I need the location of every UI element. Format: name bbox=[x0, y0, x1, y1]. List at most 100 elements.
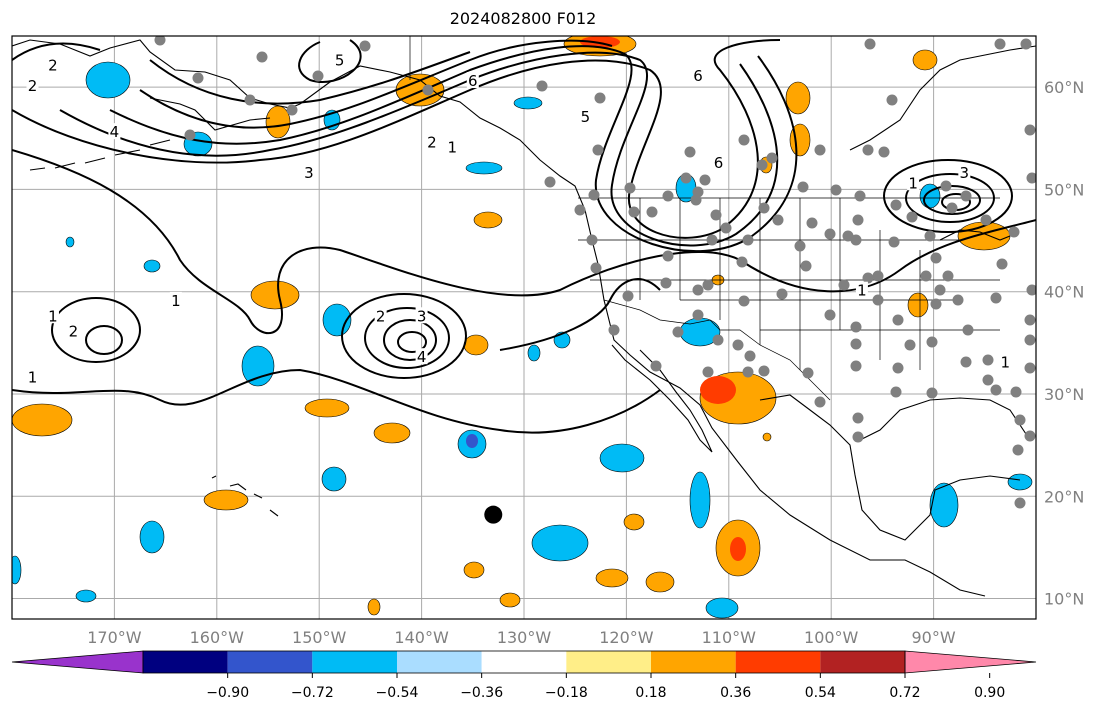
station-dot bbox=[872, 270, 884, 282]
longitude-label: 130°W bbox=[497, 628, 552, 647]
latitude-labels: 10°N 20°N 30°N 40°N 50°N 60°N bbox=[1044, 78, 1084, 608]
station-dot bbox=[742, 366, 754, 378]
colorbar-segment bbox=[397, 651, 482, 673]
contour-label: 6 bbox=[693, 67, 703, 85]
station-dot bbox=[802, 367, 814, 379]
colorbar-segment bbox=[481, 651, 567, 673]
latitude-label: 60°N bbox=[1044, 78, 1084, 97]
contour-label: 3 bbox=[417, 307, 427, 325]
colorbar-tick-labels: −0.90 −0.72 −0.54 −0.36 −0.18 0.18 0.36 0.54 0.7… bbox=[206, 673, 1005, 701]
station-dot bbox=[720, 222, 732, 234]
station-dot bbox=[712, 334, 724, 346]
colorbar-extend-min bbox=[11, 650, 144, 674]
colorbar-extend-max bbox=[904, 650, 1037, 674]
contour-label: 2 bbox=[69, 323, 79, 341]
contour-label: 4 bbox=[417, 348, 427, 366]
station-dot bbox=[890, 386, 902, 398]
contour-label-bg bbox=[999, 353, 1012, 370]
station-dot bbox=[862, 272, 874, 284]
station-dot bbox=[736, 256, 748, 268]
colorbar-tick-label: 0.72 bbox=[889, 685, 920, 701]
station-dot bbox=[800, 260, 812, 272]
contour-label: 1 bbox=[48, 307, 58, 325]
contour-label: 2 bbox=[427, 133, 437, 151]
station-dot bbox=[930, 298, 942, 310]
station-dot bbox=[706, 234, 718, 246]
longitude-labels: 170°W 160°W 150°W 140°W 130°W 120°W 110°W 100°W… bbox=[87, 628, 956, 647]
station-dot bbox=[772, 214, 784, 226]
latitude-label: 10°N bbox=[1044, 590, 1084, 609]
station-dot bbox=[672, 326, 684, 338]
contour-label-bg bbox=[692, 66, 705, 83]
contour-label-bg bbox=[415, 348, 428, 365]
colorbar-tick-label: 0.90 bbox=[974, 685, 1005, 701]
station-dot bbox=[926, 336, 938, 348]
colorbar-segment bbox=[651, 651, 736, 673]
contour-label: 2 bbox=[48, 57, 58, 75]
station-dot bbox=[574, 204, 586, 216]
colorbar-segment bbox=[820, 651, 905, 673]
latitude-label: 30°N bbox=[1044, 385, 1084, 404]
station-dot bbox=[184, 129, 196, 141]
contour-label-bg bbox=[425, 133, 438, 150]
station-dot bbox=[960, 190, 972, 202]
station-dot bbox=[824, 228, 836, 240]
station-dot bbox=[854, 190, 866, 202]
contour-label-bg bbox=[169, 291, 182, 308]
station-dot bbox=[797, 181, 809, 193]
station-dot bbox=[960, 356, 972, 368]
contour-label-bg bbox=[26, 368, 39, 385]
station-dot bbox=[996, 258, 1008, 270]
station-dot bbox=[244, 94, 256, 106]
colorbar-segment bbox=[312, 651, 397, 673]
station-dot bbox=[814, 144, 826, 156]
station-dot bbox=[838, 279, 850, 291]
station-dot bbox=[690, 194, 702, 206]
station-dot bbox=[738, 295, 750, 307]
station-dot bbox=[924, 230, 936, 242]
contour-label: 6 bbox=[468, 72, 478, 90]
station-dot bbox=[702, 279, 714, 291]
contour-label-bg bbox=[579, 107, 592, 124]
station-dot bbox=[592, 144, 604, 156]
station-dot bbox=[850, 234, 862, 246]
contour-label-bg bbox=[67, 322, 80, 339]
station-dot bbox=[742, 234, 754, 246]
station-dot bbox=[862, 144, 874, 156]
contour-label: 1 bbox=[1001, 353, 1011, 371]
station-dot bbox=[590, 262, 602, 274]
contour-label: 5 bbox=[335, 52, 345, 70]
colorbar-tick-label: −0.36 bbox=[460, 685, 503, 701]
contour-label-bg bbox=[46, 56, 59, 73]
station-dot bbox=[192, 72, 204, 84]
latitude-label: 40°N bbox=[1044, 283, 1084, 302]
station-dot bbox=[930, 252, 942, 264]
station-dot bbox=[680, 172, 692, 184]
longitude-label: 100°W bbox=[804, 628, 859, 647]
station-dot bbox=[544, 176, 556, 188]
contour-label: 6 bbox=[714, 154, 724, 172]
station-dot bbox=[776, 288, 788, 300]
station-dot bbox=[1014, 414, 1026, 426]
political-borders bbox=[409, 36, 1000, 401]
station-dot bbox=[830, 184, 842, 196]
station-dot bbox=[864, 38, 876, 50]
storm-marker bbox=[484, 505, 503, 524]
contour-label-bg bbox=[302, 164, 315, 181]
longitude-label: 110°W bbox=[702, 628, 757, 647]
contour-label-bg bbox=[333, 51, 346, 68]
station-dot bbox=[1024, 430, 1036, 442]
colorbar-tick-label: −0.90 bbox=[206, 685, 249, 701]
station-dot bbox=[1008, 226, 1020, 238]
contour-label-bg bbox=[907, 174, 920, 191]
station-dot bbox=[1024, 124, 1036, 136]
station-dot bbox=[744, 350, 756, 362]
map-title: 2024082800 F012 bbox=[449, 9, 597, 28]
station-dot bbox=[660, 277, 672, 289]
longitude-label: 160°W bbox=[190, 628, 245, 647]
latitude-label: 20°N bbox=[1044, 487, 1084, 506]
contour-label: 4 bbox=[110, 123, 120, 141]
colorbar-tick-label: 0.36 bbox=[720, 685, 751, 701]
station-dot bbox=[850, 360, 862, 372]
station-dot bbox=[814, 396, 826, 408]
